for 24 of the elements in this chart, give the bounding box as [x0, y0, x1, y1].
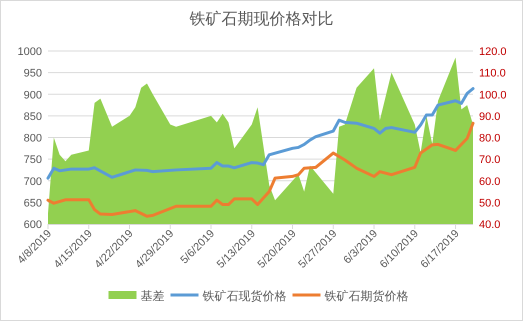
- y2-tick-label: 90.0: [479, 110, 500, 123]
- y-tick-label: 600: [24, 219, 42, 231]
- y-tick-label: 900: [24, 89, 42, 102]
- y-tick-label: 750: [24, 154, 42, 166]
- line-series: [46, 122, 474, 218]
- y-tick-label: 700: [24, 176, 42, 188]
- y2-tick-label: 100.0: [479, 89, 507, 102]
- y-tick-label: 800: [24, 132, 42, 144]
- y2-tick-label: 40.0: [479, 219, 500, 231]
- y2-tick-label: 60.0: [479, 176, 500, 188]
- legend-label: 铁矿石期货价格: [324, 289, 408, 303]
- y-tick-label: 850: [24, 110, 42, 123]
- y2-tick-label: 110.0: [479, 68, 506, 80]
- y2-tick-label: 80.0: [479, 132, 500, 144]
- legend-label: 基差: [140, 289, 164, 303]
- y2-tick-label: 120.0: [479, 46, 507, 58]
- y-tick-label: 950: [24, 68, 42, 80]
- y2-tick-label: 50.0: [479, 197, 500, 210]
- y-tick-label: 650: [24, 197, 42, 210]
- chart-title: 铁矿石期现价格对比: [188, 10, 334, 28]
- y-tick-label: 1000: [18, 46, 42, 58]
- line-series: [46, 87, 474, 180]
- legend-label: 铁矿石现货价格: [202, 289, 286, 303]
- y2-tick-label: 70.0: [479, 154, 500, 166]
